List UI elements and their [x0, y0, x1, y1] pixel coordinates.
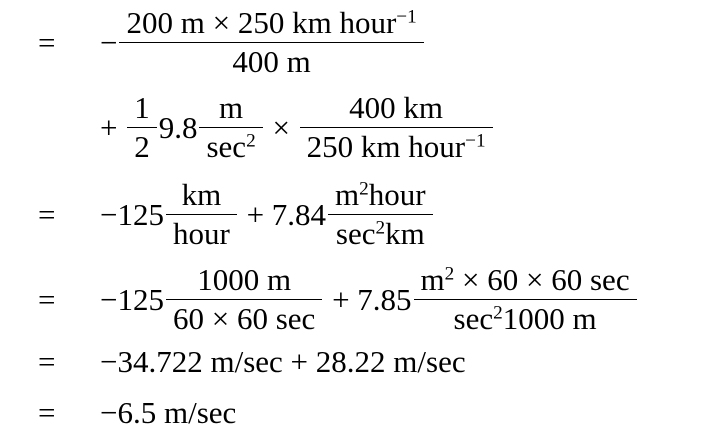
- equation-line: = −125 km hour + 7.84 m2hour sec2km: [38, 176, 705, 253]
- expression: −125 km hour + 7.84 m2hour sec2km: [100, 176, 435, 253]
- fraction-bar: [299, 126, 493, 129]
- fraction-bar: [165, 213, 237, 216]
- math-text: 1: [134, 89, 150, 125]
- math-text: hour: [368, 176, 426, 212]
- math-text: 400 m: [232, 44, 311, 80]
- fraction-numerator: km: [175, 176, 229, 214]
- superscript: 2: [359, 178, 369, 200]
- equals-sign: =: [38, 394, 56, 430]
- superscript: 2: [444, 263, 455, 285]
- math-text: × 60 × 60 sec: [454, 261, 630, 297]
- fraction: m2hour sec2km: [328, 176, 433, 253]
- math-text: m: [335, 176, 360, 212]
- fraction-numerator: m2 × 60 × 60 sec: [414, 261, 637, 299]
- equation-line: + 1 2 9.8 m sec2 × 400 km 250 km hour−1: [38, 89, 705, 166]
- math-text: +: [100, 109, 126, 145]
- math-text: −: [100, 24, 118, 60]
- superscript: 2: [375, 217, 386, 239]
- math-text: sec: [335, 216, 376, 252]
- fraction-denominator: 400 m: [225, 43, 317, 81]
- equation-line: = −200 m × 250 km hour−1 400 m: [38, 4, 705, 81]
- fraction: m2 × 60 × 60 sec sec21000 m: [413, 261, 637, 338]
- math-text: sec: [206, 129, 247, 165]
- fraction: m sec2: [199, 89, 263, 166]
- expression: + 1 2 9.8 m sec2 × 400 km 250 km hour−1: [100, 89, 495, 166]
- fraction-denominator: sec2: [199, 128, 262, 166]
- fraction-bar: [328, 213, 433, 216]
- superscript: −1: [396, 6, 417, 28]
- fraction-denominator: 250 km hour−1: [300, 128, 493, 166]
- fraction-numerator: m2hour: [328, 176, 433, 214]
- math-text: 2: [134, 129, 150, 165]
- equals-sign: =: [38, 24, 56, 60]
- superscript: 2: [246, 130, 256, 152]
- math-text: −125: [100, 281, 164, 317]
- math-text: −34.722 m/sec + 28.22 m/sec: [100, 343, 466, 379]
- math-text: 9.8: [158, 109, 198, 145]
- math-text: ×: [264, 109, 298, 145]
- fraction: km hour: [165, 176, 237, 253]
- equals-sign: =: [38, 196, 56, 232]
- fraction-denominator: sec21000 m: [447, 300, 604, 338]
- math-text: + 7.85: [324, 281, 412, 317]
- math-text: m: [219, 89, 244, 125]
- math-text: m: [420, 261, 445, 297]
- superscript: 2: [493, 302, 503, 324]
- math-text: 200 m × 250 km hour: [126, 5, 397, 40]
- expression: −6.5 m/sec: [100, 395, 236, 431]
- math-text: km: [385, 216, 425, 252]
- fraction-numerator: 1000 m: [190, 261, 298, 299]
- math-text: hour: [172, 216, 230, 252]
- fraction-numerator: 200 m × 250 km hour−1: [119, 4, 423, 42]
- math-text: sec: [453, 301, 494, 337]
- fraction-bar: [127, 126, 157, 129]
- math-text: 60 × 60 sec: [172, 301, 316, 337]
- expression: −34.722 m/sec + 28.22 m/sec: [100, 344, 466, 380]
- fraction: 200 m × 250 km hour−1 400 m: [119, 4, 424, 81]
- math-text: 250 km hour: [306, 129, 466, 165]
- expression: −200 m × 250 km hour−1 400 m: [100, 4, 426, 81]
- equals-sign: =: [38, 343, 56, 379]
- fraction: 400 km 250 km hour−1: [299, 89, 493, 166]
- math-text: 400 km: [349, 89, 444, 125]
- fraction-bar: [199, 126, 263, 129]
- fraction-bar: [413, 298, 637, 301]
- fraction: 1000 m 60 × 60 sec: [165, 261, 323, 338]
- math-text: 1000 m: [197, 261, 292, 297]
- expression: −125 1000 m 60 × 60 sec + 7.85 m2 × 60 × 60…: [100, 261, 639, 338]
- fraction-denominator: 2: [127, 128, 157, 166]
- math-text: −125: [100, 196, 164, 232]
- math-text: 1000 m: [502, 301, 597, 337]
- fraction-numerator: m: [212, 89, 250, 127]
- equation-line: = −6.5 m/sec: [38, 395, 705, 431]
- equation-line: = −125 1000 m 60 × 60 sec + 7.85 m2 × 60 × 6…: [38, 261, 705, 338]
- fraction-numerator: 400 km: [342, 89, 450, 127]
- fraction-denominator: hour: [166, 215, 237, 253]
- math-text: + 7.84: [238, 196, 327, 232]
- fraction-denominator: 60 × 60 sec: [166, 300, 322, 338]
- equals-sign: =: [38, 281, 56, 317]
- equation-line: = −34.722 m/sec + 28.22 m/sec: [38, 344, 705, 380]
- fraction-numerator: 1: [127, 89, 157, 127]
- math-text: km: [181, 176, 222, 212]
- superscript: −1: [465, 130, 486, 152]
- fraction-bar: [119, 41, 424, 44]
- fraction-denominator: sec2km: [329, 215, 432, 253]
- fraction-bar: [165, 298, 323, 301]
- math-text: −6.5 m/sec: [100, 394, 237, 430]
